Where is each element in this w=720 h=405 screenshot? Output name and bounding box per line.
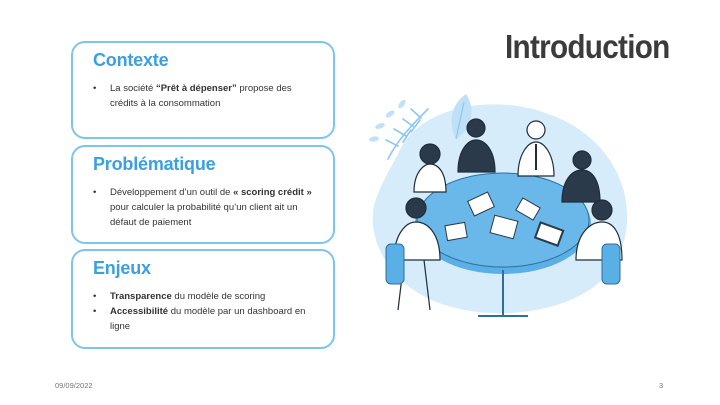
page-number: 3 — [659, 381, 664, 390]
bullet-item: La société “Prêt à dépenser” propose des… — [93, 81, 319, 111]
bullet-item: Accessibilité du modèle par un dashboard… — [93, 304, 319, 334]
bullet-list-enjeux: Transparence du modèle de scoring Access… — [93, 289, 319, 334]
bullet-item: Transparence du modèle de scoring — [93, 289, 319, 304]
card-problematique: Problématique Développement d’un outil d… — [71, 145, 335, 244]
footer-date: 09/09/2022 — [55, 381, 93, 390]
card-contexte: Contexte La société “Prêt à dépenser” pr… — [71, 41, 335, 139]
bullet-item: Développement d’un outil de « scoring cr… — [93, 185, 319, 230]
card-enjeux: Enjeux Transparence du modèle de scoring… — [71, 249, 335, 349]
slide-title: Introduction — [505, 28, 670, 65]
card-heading-enjeux: Enjeux — [93, 258, 151, 278]
bullet-list-problematique: Développement d’un outil de « scoring cr… — [93, 185, 319, 230]
team-meeting-illustration — [369, 94, 628, 317]
card-heading-contexte: Contexte — [93, 50, 169, 70]
card-heading-problematique: Problématique — [93, 154, 216, 174]
bullet-list-contexte: La société “Prêt à dépenser” propose des… — [93, 81, 319, 111]
